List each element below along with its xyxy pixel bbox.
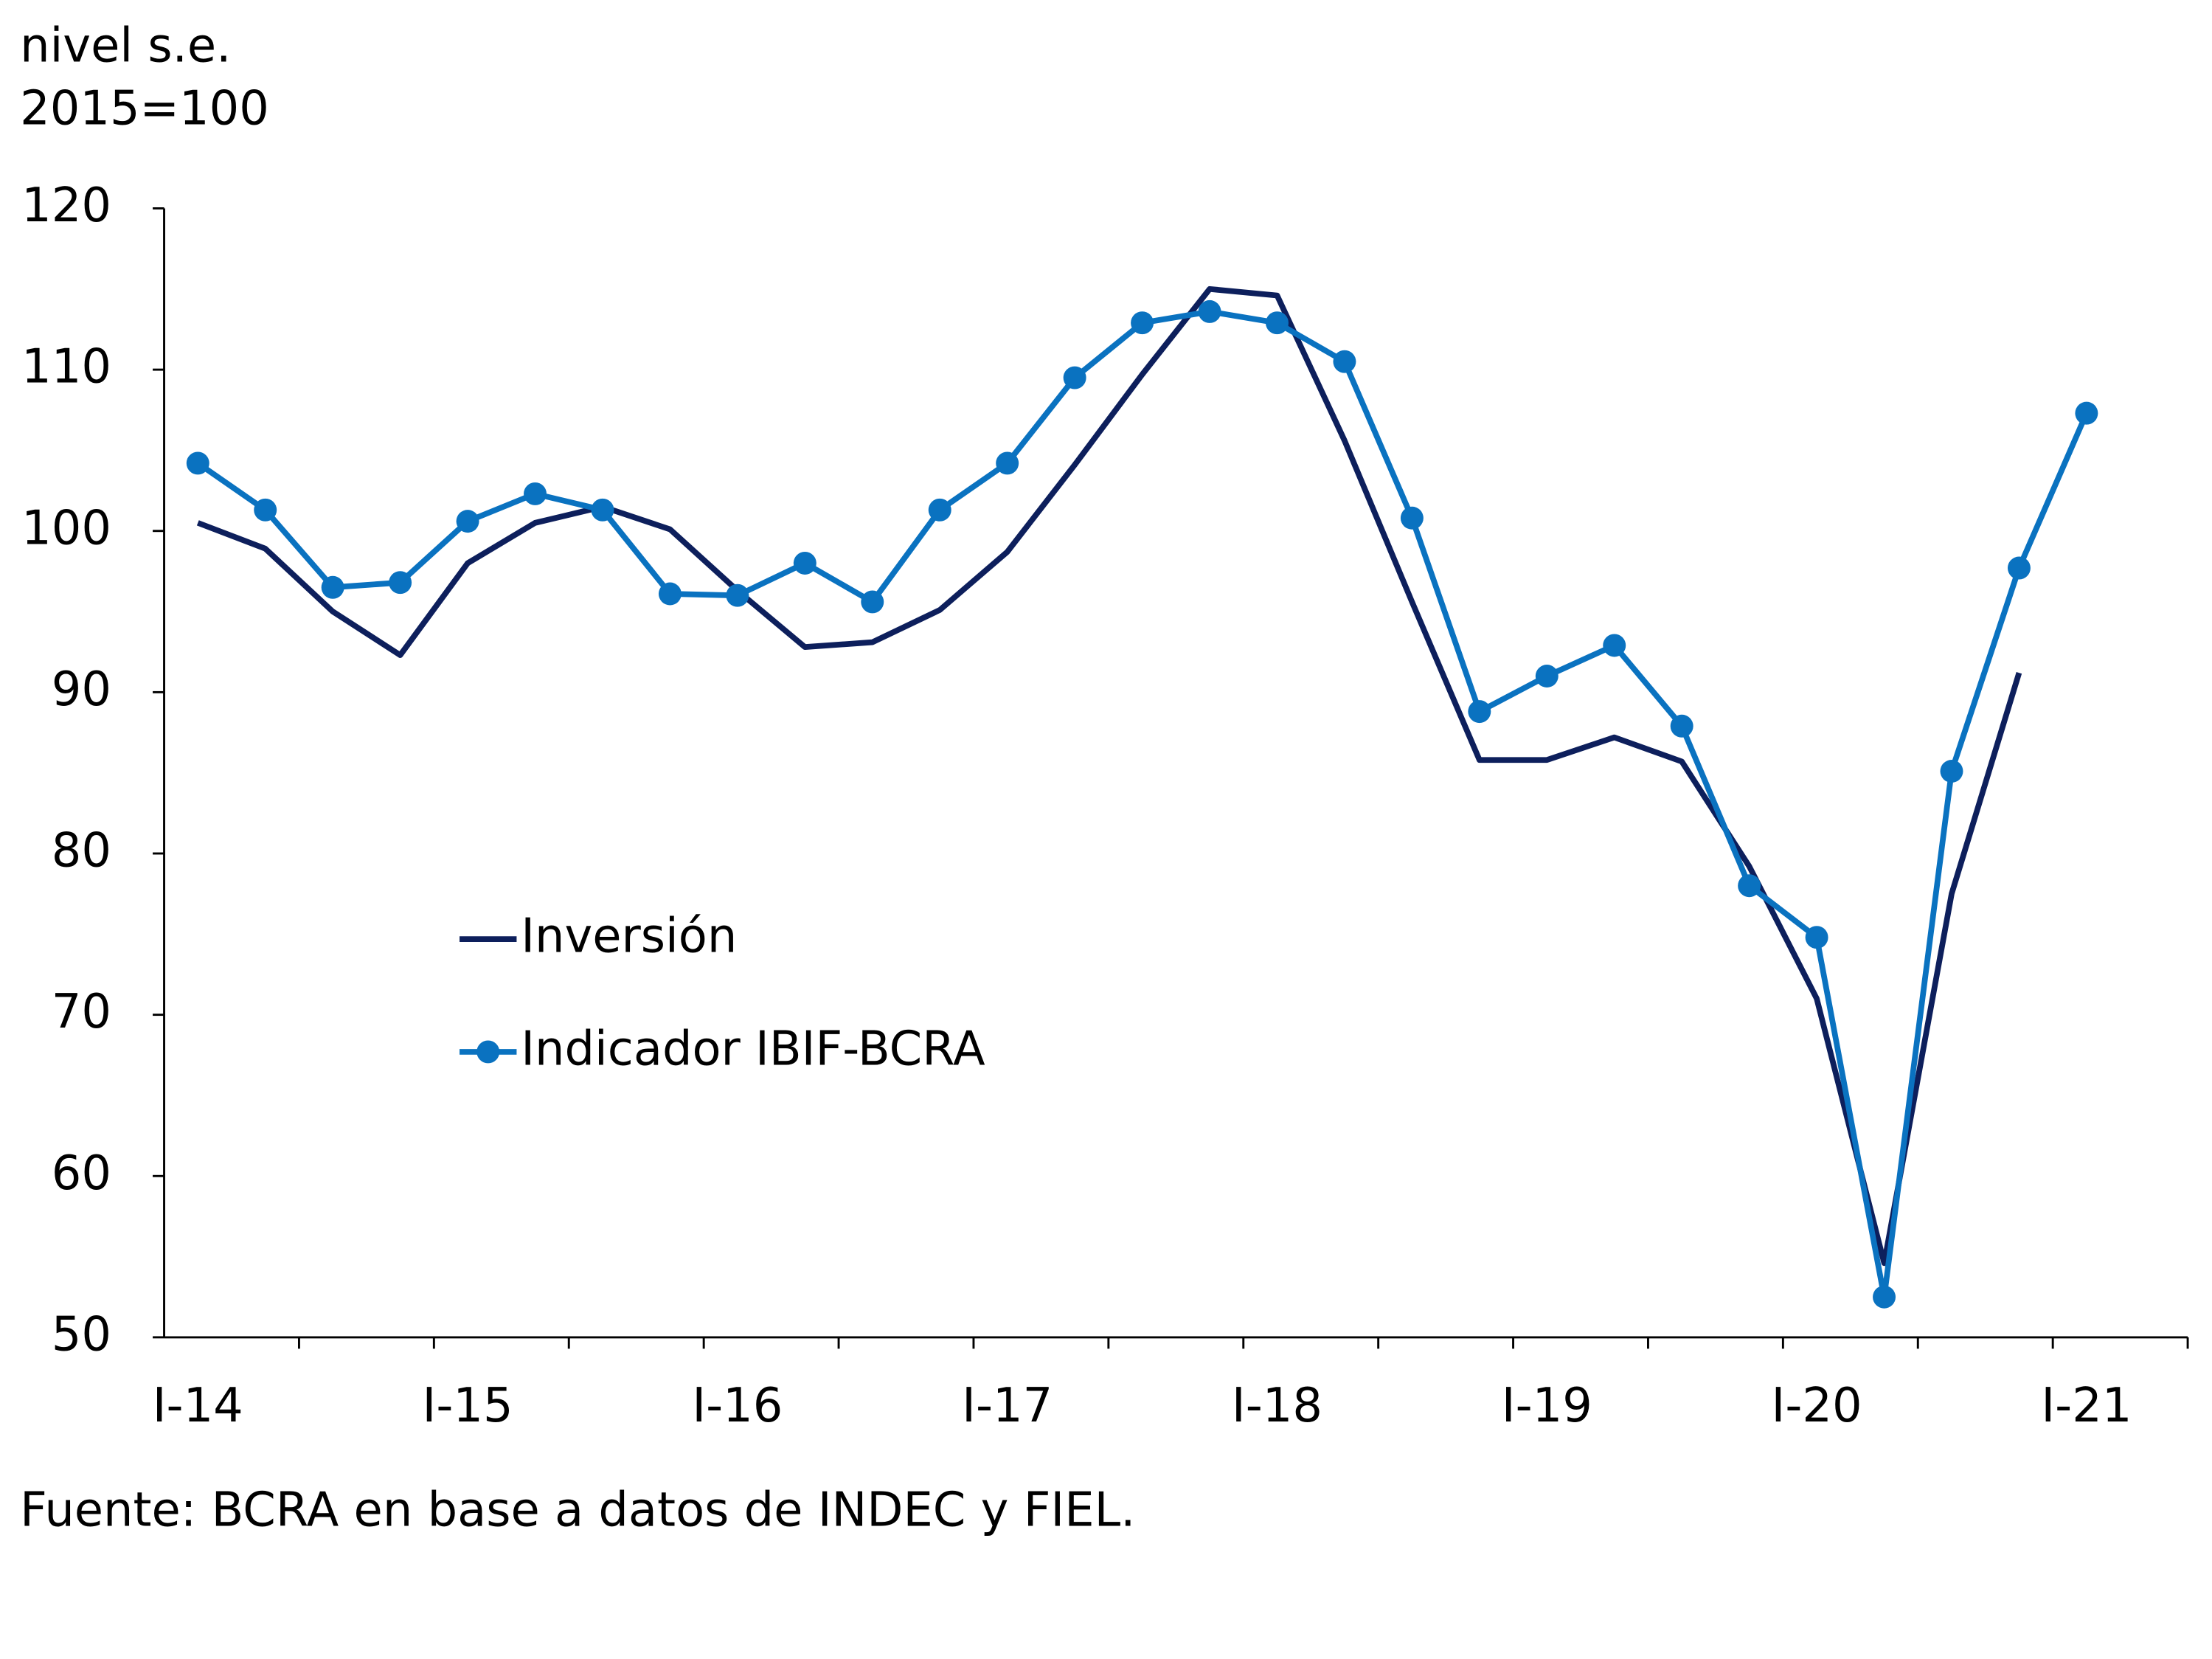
point [1805,926,1828,949]
x-tick-label: I-17 [962,1379,1053,1433]
point [1670,714,1693,738]
point [186,451,209,475]
point [996,451,1019,475]
x-tick-label: I-16 [692,1379,783,1433]
point [658,582,682,606]
point [1468,700,1491,724]
series-line [196,285,2022,1267]
point [928,498,951,522]
point [1738,874,1761,898]
point [254,498,277,522]
point [524,482,547,505]
y-tick-label: 90 [52,662,111,717]
point [2075,401,2098,425]
y-tick-label: 80 [52,824,111,879]
point [1198,299,1221,323]
source-note: Fuente: BCRA en base a datos de INDEC y … [20,1483,1135,1537]
point [591,498,614,522]
point [2007,556,2031,580]
point [1063,366,1086,389]
point [1333,350,1356,373]
x-tick-label: I-15 [423,1379,513,1433]
point [1535,665,1559,688]
point [1873,1285,1896,1309]
x-tick-label: I-21 [2041,1379,2132,1433]
point [1266,311,1289,335]
point [321,575,344,599]
x-tick-label: I-19 [1502,1379,1592,1433]
legend-label: Inversión [521,910,737,964]
y-tick-label: 110 [21,340,111,395]
y-tick-label: 120 [21,179,111,233]
point [1603,634,1626,657]
y-tick-label: 50 [52,1307,111,1362]
series-line [196,308,2090,1300]
x-tick-label: I-18 [1232,1379,1322,1433]
point [726,583,749,607]
y-tick-label: 100 [21,501,111,555]
y-tick-label: 70 [52,985,111,1039]
point [1131,311,1154,335]
y-unit-label: nivel s.e. [20,18,231,73]
point [861,590,884,614]
x-tick-label: I-14 [153,1379,243,1433]
x-tick-label: I-20 [1772,1379,1862,1433]
point [1400,506,1424,530]
point [793,551,817,575]
point [389,571,412,595]
point [1940,760,1963,783]
legend-label: Indicador IBIF-BCRA [521,1022,985,1077]
y-tick-label: 60 [52,1146,111,1201]
y-unit-label: 2015=100 [20,81,269,136]
legend-marker [476,1040,500,1064]
point [456,510,479,533]
